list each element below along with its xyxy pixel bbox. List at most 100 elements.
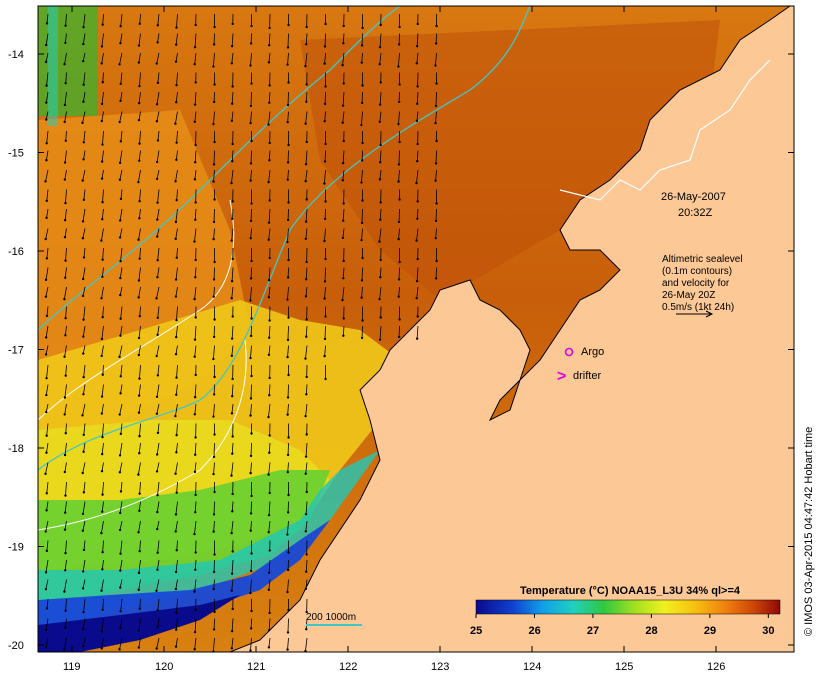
velocity-arrow [138, 384, 141, 396]
velocity-arrow-head [360, 296, 363, 299]
velocity-arrow [213, 169, 215, 182]
velocity-arrow [46, 13, 49, 24]
velocity-arrow-head [45, 142, 48, 145]
velocity-arrow [139, 72, 141, 87]
velocity-arrow [268, 501, 271, 516]
velocity-arrow-head [397, 122, 400, 126]
velocity-arrow-head [194, 81, 197, 84]
velocity-arrow-head [397, 335, 401, 339]
velocity-arrow [176, 598, 178, 613]
altimetry-line-1: Altimetric sealevel [662, 254, 743, 265]
velocity-arrow [119, 403, 123, 415]
velocity-arrow [82, 33, 86, 45]
velocity-arrow [287, 462, 289, 473]
velocity-arrow [156, 150, 160, 163]
velocity-arrow-head [250, 494, 253, 498]
velocity-arrow-head [415, 102, 419, 105]
velocity-arrow [82, 208, 86, 222]
velocity-arrow-head [212, 43, 216, 46]
velocity-arrow-head [155, 103, 159, 106]
velocity-arrow-head [268, 491, 271, 495]
velocity-arrow [83, 72, 86, 85]
velocity-arrow-head [81, 237, 85, 240]
velocity-arrow [101, 442, 104, 455]
velocity-arrow [102, 130, 104, 145]
velocity-arrow [45, 52, 49, 62]
velocity-arrow [342, 267, 345, 279]
velocity-arrow [101, 559, 104, 570]
velocity-arrow [398, 169, 400, 182]
velocity-arrow [287, 579, 289, 593]
altimetry-line-2: (0.1m contours) [662, 266, 732, 277]
velocity-arrow-head [360, 336, 364, 340]
velocity-arrow-head [286, 178, 289, 181]
velocity-arrow [435, 169, 437, 181]
velocity-arrow-head [305, 25, 308, 29]
velocity-arrow [138, 559, 141, 574]
velocity-arrow [268, 169, 271, 183]
lon-label: 119 [63, 661, 81, 673]
velocity-arrow [416, 91, 419, 104]
colorbar-tick-label: 27 [587, 625, 599, 637]
velocity-arrow [156, 384, 160, 397]
velocity-arrow [287, 618, 289, 633]
velocity-arrow-head [415, 44, 419, 48]
velocity-arrow-head [63, 178, 67, 181]
velocity-arrow-head [434, 277, 438, 280]
drifter-marker[interactable]: > [557, 368, 566, 385]
velocity-arrow-head [305, 433, 308, 436]
velocity-arrow [82, 520, 86, 531]
velocity-arrow [175, 345, 178, 355]
velocity-arrow [64, 150, 67, 163]
velocity-arrow-head [378, 63, 381, 66]
velocity-arrow-head [101, 81, 104, 84]
velocity-arrow-head [155, 160, 159, 164]
velocity-arrow-head [378, 338, 382, 341]
velocity-arrow-head [434, 162, 438, 165]
velocity-arrow [46, 306, 49, 316]
velocity-arrow [83, 13, 86, 28]
velocity-arrow-head [175, 158, 178, 161]
velocity-arrow [194, 91, 197, 105]
velocity-arrow [46, 598, 49, 609]
velocity-arrow [83, 423, 86, 435]
velocity-arrow-head [286, 338, 290, 342]
velocity-arrow-head [100, 354, 103, 358]
velocity-arrow-head [45, 84, 48, 87]
velocity-arrow [231, 325, 234, 339]
velocity-arrow [231, 442, 234, 454]
velocity-arrow-head [82, 627, 85, 631]
velocity-arrow-head [194, 316, 197, 319]
velocity-arrow-head [101, 568, 104, 571]
velocity-arrow-head [174, 278, 178, 281]
velocity-arrow-head [193, 103, 197, 106]
velocity-arrow-head [323, 160, 327, 163]
velocity-arrow-head [101, 23, 104, 26]
velocity-arrow-head [268, 199, 271, 202]
velocity-arrow [64, 403, 67, 415]
lat-label: -16 [8, 246, 24, 258]
colorbar-tick-label: 30 [762, 625, 774, 637]
velocity-arrow [176, 72, 178, 86]
velocity-arrow-head [82, 335, 85, 338]
velocity-arrow [101, 618, 104, 632]
velocity-arrow-head [45, 451, 48, 454]
velocity-arrow [268, 462, 271, 475]
velocity-arrow [231, 150, 234, 162]
velocity-arrow-head [81, 570, 85, 573]
velocity-arrow [156, 442, 160, 455]
velocity-arrow [120, 306, 123, 319]
velocity-arrow-head [286, 511, 290, 514]
velocity-arrow [268, 384, 271, 396]
velocity-arrow-head [250, 552, 253, 555]
velocity-arrow-head [286, 396, 290, 399]
velocity-arrow-head [360, 238, 363, 242]
velocity-arrow [305, 208, 308, 222]
velocity-arrow [157, 559, 160, 570]
velocity-arrow-head [44, 295, 48, 298]
argo-marker[interactable] [564, 347, 574, 357]
velocity-arrow [250, 91, 252, 106]
velocity-arrow-head [341, 104, 345, 107]
velocity-arrow [305, 169, 308, 182]
